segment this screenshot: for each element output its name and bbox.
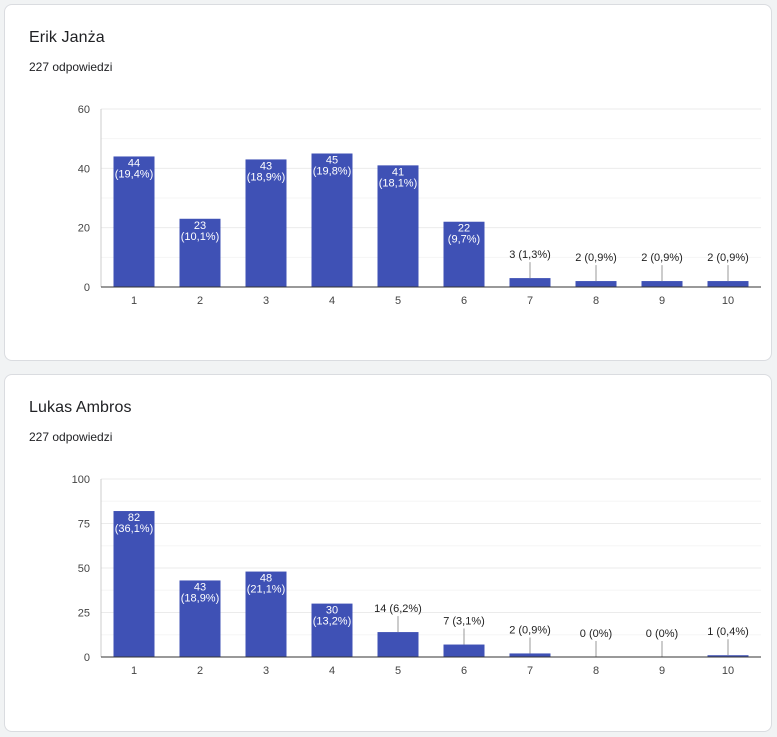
y-tick-label: 75 bbox=[78, 519, 90, 531]
data-label-3: 48 (21,1%) bbox=[247, 573, 286, 596]
data-label-2: 23 (10,1%) bbox=[181, 220, 220, 243]
bar-2 bbox=[179, 218, 221, 287]
x-tick-label: 1 bbox=[131, 665, 137, 677]
data-label-5: 41 (18,1%) bbox=[379, 166, 418, 189]
x-tick-label: 10 bbox=[722, 295, 734, 307]
bar-1 bbox=[113, 156, 155, 287]
data-label-9: 0 (0%) bbox=[646, 628, 678, 640]
data-label-1: 44 (19,4%) bbox=[115, 157, 154, 180]
bar-6 bbox=[443, 221, 485, 287]
data-label-9: 2 (0,9%) bbox=[641, 252, 683, 264]
response-count: 227 odpowiedzi bbox=[29, 60, 113, 74]
data-label-3: 43 (18,9%) bbox=[247, 160, 286, 183]
bar-5 bbox=[377, 165, 419, 287]
bar-4 bbox=[311, 603, 353, 657]
bar-1 bbox=[113, 511, 155, 657]
y-tick-label: 50 bbox=[78, 563, 90, 575]
question-title: Erik Janża bbox=[29, 29, 105, 46]
question-card-erik-janza: Erik Janża 227 odpowiedzi 0 20 40 60 1 44 (19,… bbox=[4, 4, 772, 361]
x-tick-label: 6 bbox=[461, 295, 467, 307]
x-tick-label: 1 bbox=[131, 295, 137, 307]
y-tick-label: 40 bbox=[78, 163, 90, 175]
bar-6 bbox=[443, 644, 485, 657]
data-label-7: 3 (1,3%) bbox=[509, 249, 551, 261]
bar-4 bbox=[311, 153, 353, 287]
data-label-8: 0 (0%) bbox=[580, 628, 612, 640]
y-tick-label: 0 bbox=[84, 652, 90, 664]
response-count: 227 odpowiedzi bbox=[29, 430, 113, 444]
x-tick-label: 3 bbox=[263, 665, 269, 677]
bar-7 bbox=[509, 278, 551, 287]
y-tick-label: 60 bbox=[78, 104, 90, 116]
x-tick-label: 9 bbox=[659, 665, 665, 677]
question-title: Lukas Ambros bbox=[29, 399, 132, 416]
y-tick-label: 20 bbox=[78, 223, 90, 235]
y-tick-label: 100 bbox=[72, 474, 90, 486]
bar-2 bbox=[179, 580, 221, 657]
y-tick-label: 0 bbox=[84, 282, 90, 294]
x-tick-label: 7 bbox=[527, 665, 533, 677]
bar-5 bbox=[377, 632, 419, 657]
bar-10 bbox=[707, 281, 749, 287]
bar-chart-erik-janza: 0 20 40 60 1 44 (19,4%) 2 23 (10,1%) 3 43 (18,9%) 4 45… bbox=[78, 104, 761, 307]
data-label-5: 14 (6,2%) bbox=[374, 603, 422, 615]
x-tick-label: 3 bbox=[263, 295, 269, 307]
data-label-2: 43 (18,9%) bbox=[181, 581, 220, 604]
data-label-8: 2 (0,9%) bbox=[575, 252, 617, 264]
x-tick-label: 5 bbox=[395, 665, 401, 677]
x-tick-label: 6 bbox=[461, 665, 467, 677]
x-tick-label: 2 bbox=[197, 665, 203, 677]
bar-7 bbox=[509, 653, 551, 657]
x-tick-label: 4 bbox=[329, 665, 335, 677]
bar-8 bbox=[575, 281, 617, 287]
data-label-4: 30 (13,2%) bbox=[313, 605, 352, 628]
bar-9 bbox=[641, 281, 683, 287]
data-label-10: 1 (0,4%) bbox=[707, 626, 749, 638]
bar-3 bbox=[245, 571, 287, 657]
bar-3 bbox=[245, 159, 287, 287]
x-tick-label: 4 bbox=[329, 295, 335, 307]
x-tick-label: 2 bbox=[197, 295, 203, 307]
data-label-10: 2 (0,9%) bbox=[707, 252, 749, 264]
x-tick-label: 9 bbox=[659, 295, 665, 307]
x-tick-label: 8 bbox=[593, 665, 599, 677]
bar-10 bbox=[707, 655, 749, 657]
y-tick-label: 25 bbox=[78, 608, 90, 620]
data-label-1: 82 (36,1%) bbox=[115, 512, 154, 535]
data-label-6: 22 (9,7%) bbox=[448, 223, 480, 246]
x-tick-label: 7 bbox=[527, 295, 533, 307]
x-tick-label: 5 bbox=[395, 295, 401, 307]
x-tick-label: 10 bbox=[722, 665, 734, 677]
data-label-6: 7 (3,1%) bbox=[443, 616, 485, 628]
x-tick-label: 8 bbox=[593, 295, 599, 307]
data-label-7: 2 (0,9%) bbox=[509, 624, 551, 636]
data-label-4: 45 (19,8%) bbox=[313, 155, 352, 178]
question-card-lukas-ambros: Lukas Ambros 227 odpowiedzi 0 25 50 75 100 1 8… bbox=[4, 374, 772, 732]
